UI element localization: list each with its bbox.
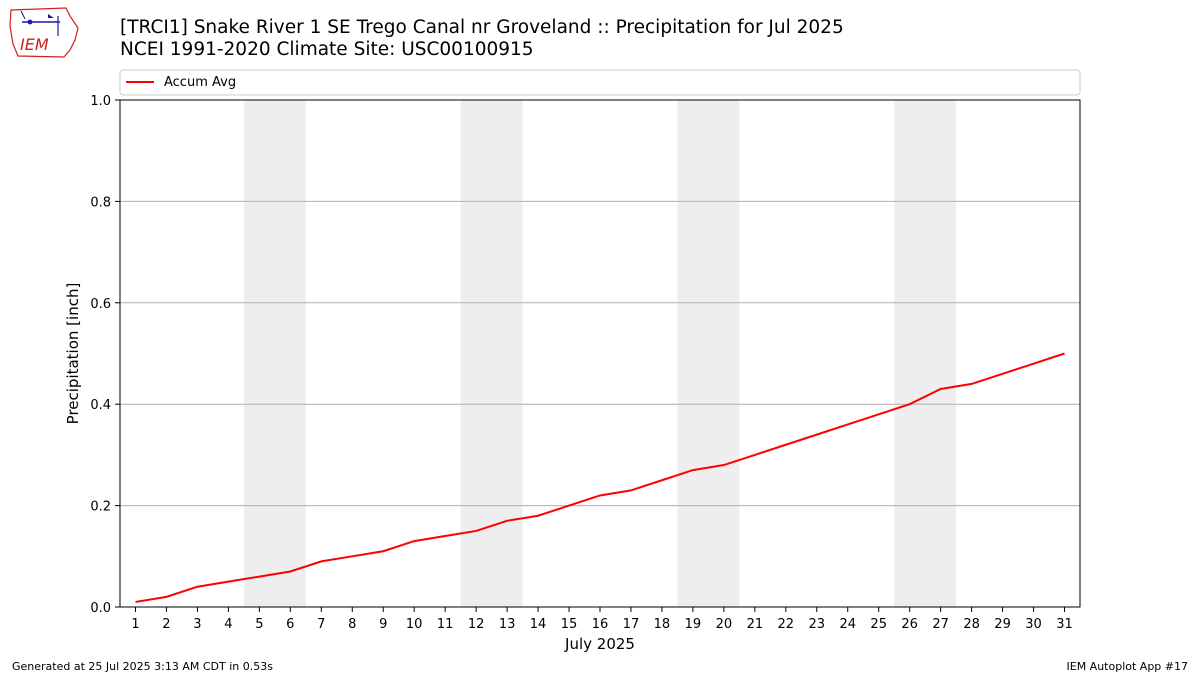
svg-text:IEM: IEM [20, 35, 49, 54]
x-tick-label-2: 2 [162, 617, 170, 632]
x-tick-label-21: 21 [747, 617, 764, 632]
chart-title: [TRCI1] Snake River 1 SE Trego Canal nr … [120, 17, 844, 61]
x-tick-label-14: 14 [530, 617, 547, 632]
x-tick-label-23: 23 [809, 617, 826, 632]
x-tick-label-11: 11 [437, 617, 454, 632]
x-tick-label-15: 15 [561, 617, 578, 632]
x-tick-label-13: 13 [499, 617, 516, 632]
x-axis-label: July 2025 [564, 635, 635, 653]
x-tick-label-3: 3 [193, 617, 201, 632]
x-tick-label-27: 27 [932, 617, 949, 632]
y-tick-label-4: 0.8 [90, 195, 111, 210]
x-tick-label-20: 20 [716, 617, 733, 632]
x-tick-label-25: 25 [870, 617, 887, 632]
x-tick-label-9: 9 [379, 617, 387, 632]
weekend-band-2 [460, 100, 523, 607]
x-tick-label-22: 22 [778, 617, 795, 632]
weekend-band-1 [243, 100, 306, 607]
x-tick-label-30: 30 [1025, 617, 1042, 632]
x-tick-label-4: 4 [224, 617, 232, 632]
grid-lines [120, 200, 1080, 507]
y-tick-label-5: 1.0 [90, 94, 111, 109]
x-tick-label-18: 18 [654, 617, 671, 632]
x-tick-label-17: 17 [623, 617, 640, 632]
y-tick-label-3: 0.6 [90, 297, 111, 312]
y-axis-label: Precipitation [inch] [64, 283, 82, 425]
series-lines [135, 352, 1065, 603]
legend-label-accum-avg: Accum Avg [164, 75, 236, 90]
chart-title-line1: [TRCI1] Snake River 1 SE Trego Canal nr … [120, 17, 844, 38]
x-tick-label-31: 31 [1056, 617, 1073, 632]
generated-timestamp: Generated at 25 Jul 2025 3:13 AM CDT in … [12, 660, 273, 673]
x-tick-label-1: 1 [131, 617, 139, 632]
x-tick-label-10: 10 [406, 617, 423, 632]
x-tick-label-24: 24 [839, 617, 856, 632]
x-tick-label-8: 8 [348, 617, 356, 632]
y-axis: 0.0 0.2 0.4 0.6 0.8 1.0 [90, 94, 120, 616]
x-tick-label-6: 6 [286, 617, 294, 632]
x-tick-label-26: 26 [901, 617, 918, 632]
y-tick-label-2: 0.4 [90, 398, 111, 413]
weekend-band-3 [677, 100, 740, 607]
autoplot-app-id: IEM Autoplot App #17 [1066, 660, 1189, 673]
iem-logo: IEM [8, 6, 80, 60]
x-tick-label-16: 16 [592, 617, 609, 632]
x-tick-label-19: 19 [685, 617, 702, 632]
y-tick-label-0: 0.0 [90, 601, 111, 616]
legend: Accum Avg [119, 69, 1081, 96]
x-tick-label-28: 28 [963, 617, 980, 632]
weekend-band-4 [894, 100, 957, 607]
x-axis: 1 2 3 4 5 6 7 8 9 10 11 12 13 14 15 16 17 18 19 20 21 22 23 24 2… [131, 607, 1073, 632]
x-tick-label-12: 12 [468, 617, 485, 632]
weekend-bands [243, 100, 957, 607]
x-tick-label-7: 7 [317, 617, 325, 632]
y-tick-label-1: 0.2 [90, 500, 111, 515]
x-tick-label-29: 29 [994, 617, 1011, 632]
x-tick-label-5: 5 [255, 617, 263, 632]
iem-logo-graphic: IEM [9, 7, 79, 58]
legend-box [119, 69, 1081, 96]
chart-title-line2: NCEI 1991-2020 Climate Site: USC00100915 [120, 39, 534, 60]
